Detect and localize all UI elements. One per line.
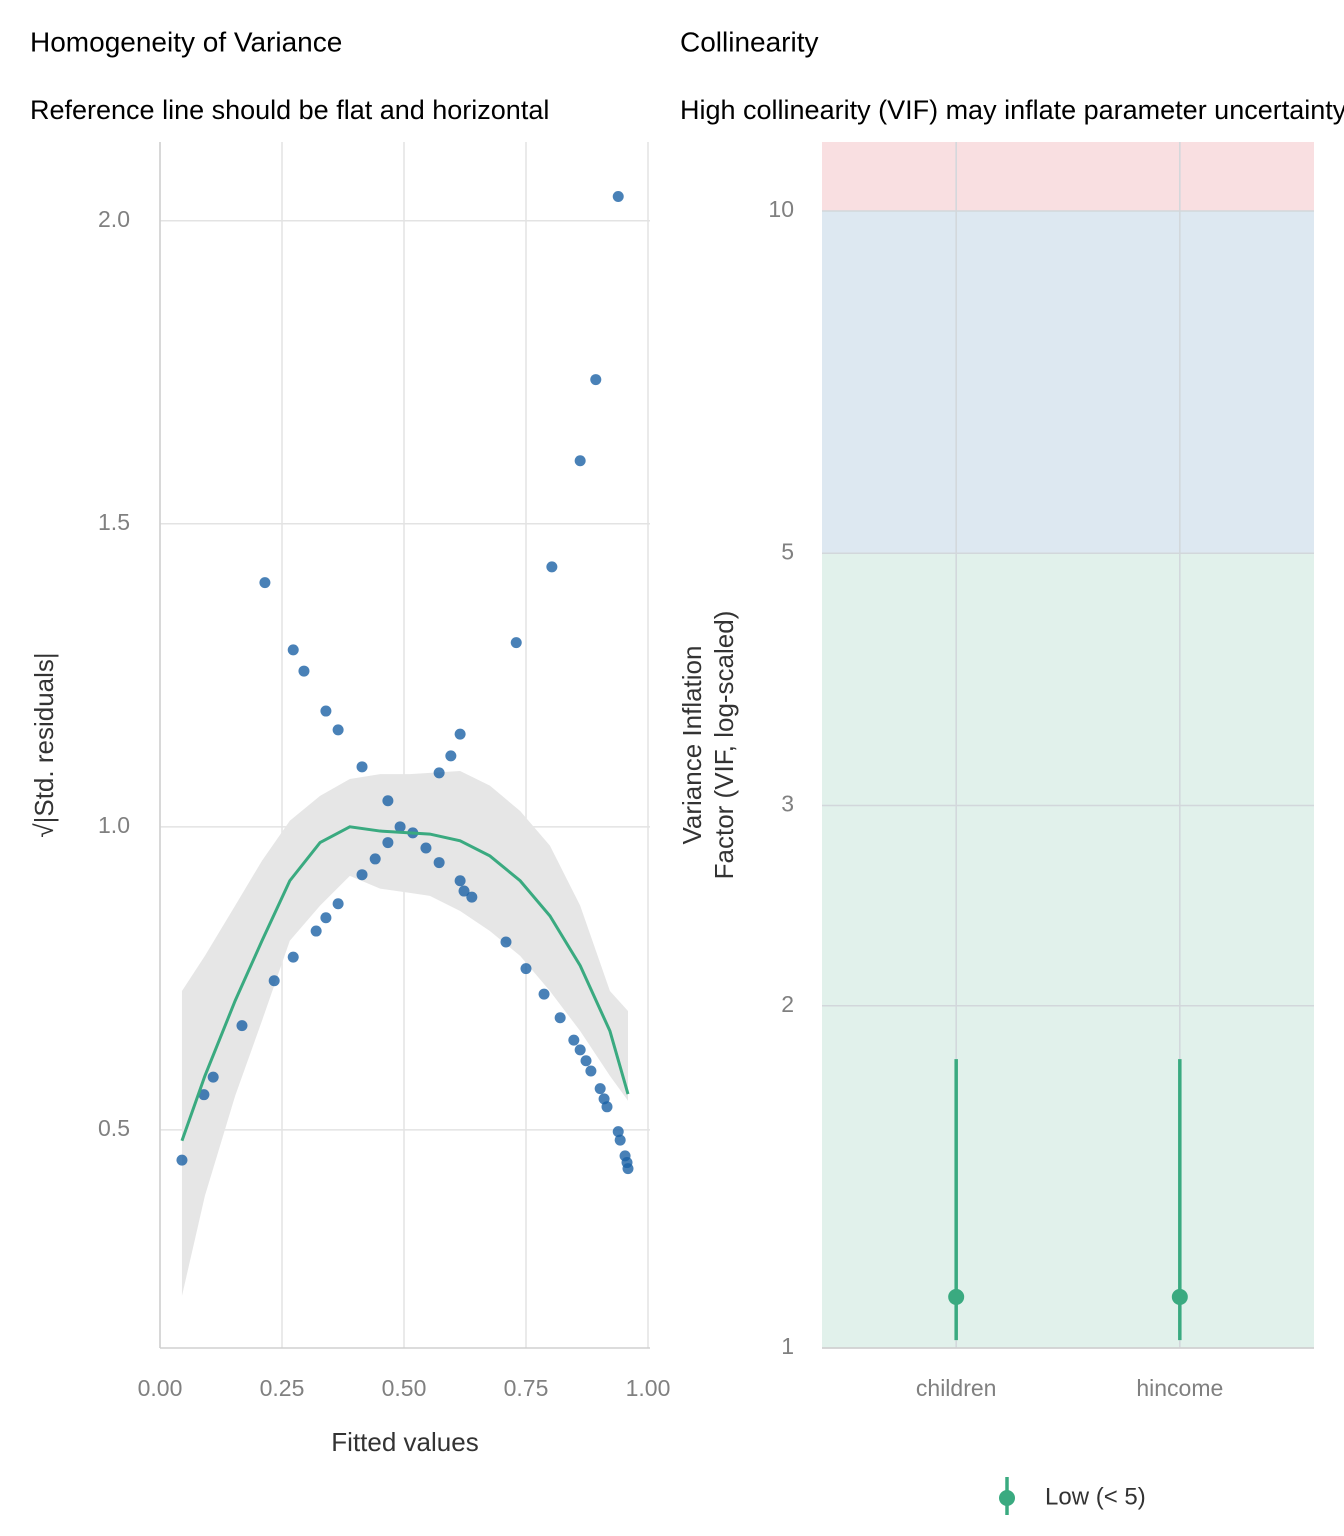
point: [574, 455, 586, 467]
zone: [822, 142, 1314, 212]
y-axis-title: √|Std. residuals|: [29, 652, 59, 837]
legend-symbol: [999, 1490, 1015, 1506]
point: [520, 963, 532, 975]
chart-subtitle: Reference line should be flat and horizo…: [30, 95, 549, 125]
chart-title: Collinearity: [680, 26, 819, 57]
y-tick-label: 10: [768, 196, 794, 222]
point: [574, 1044, 586, 1056]
point: [369, 853, 381, 865]
point: [298, 665, 310, 677]
y-tick-label: 1.0: [98, 812, 130, 838]
y-tick-label: 5: [781, 538, 794, 564]
point: [554, 1012, 566, 1024]
point: [356, 761, 368, 773]
point: [433, 857, 445, 869]
point: [320, 705, 332, 717]
point: [454, 728, 466, 740]
point: [320, 912, 332, 924]
point: [332, 898, 344, 910]
x-tick-label: children: [916, 1375, 997, 1401]
fit-line: [180, 825, 630, 1142]
point: [458, 885, 470, 897]
point: [510, 637, 522, 649]
y-tick-label: 2: [781, 991, 794, 1017]
y-tick-label: 3: [781, 791, 794, 817]
chart-title: Homogeneity of Variance: [30, 26, 342, 57]
point: [176, 1154, 188, 1166]
x-tick-label: 1.00: [626, 1375, 671, 1401]
y-axis-title: Variance Inflation: [677, 646, 707, 845]
point: [236, 1020, 248, 1032]
x-axis-title: Fitted values: [331, 1427, 478, 1457]
x-tick-label: hincome: [1136, 1375, 1223, 1401]
point: [259, 577, 271, 589]
zone: [822, 211, 1314, 554]
point: [948, 1288, 965, 1305]
point: [601, 1101, 613, 1113]
point: [622, 1163, 634, 1175]
chart-subtitle: High collinearity (VIF) may inflate para…: [680, 95, 1344, 125]
point: [585, 1065, 597, 1077]
point: [420, 842, 432, 854]
point: [594, 1083, 606, 1095]
y-tick-label: 2.0: [98, 206, 130, 232]
point: [466, 891, 478, 903]
point: [382, 837, 394, 849]
x-tick-label: 0.00: [138, 1375, 183, 1401]
x-tick-label: 0.75: [504, 1375, 549, 1401]
point: [445, 750, 457, 762]
y-tick-label: 1.5: [98, 509, 130, 535]
point: [612, 1126, 624, 1138]
point: [268, 975, 280, 987]
point: [332, 724, 344, 736]
point: [538, 988, 550, 1000]
zone: [822, 553, 1314, 1348]
point: [433, 767, 445, 779]
point: [287, 644, 299, 656]
y-axis-title: Factor (VIF, log-scaled): [709, 611, 739, 880]
legend-label: Low (< 5): [1045, 1483, 1146, 1510]
confidence-band: [181, 771, 628, 1296]
y-tick-label: 1: [781, 1333, 794, 1359]
point: [310, 925, 322, 937]
point: [580, 1055, 592, 1067]
point: [1171, 1288, 1188, 1305]
point: [500, 936, 512, 948]
point: [568, 1034, 580, 1046]
point: [546, 561, 558, 573]
x-tick-label: 0.25: [260, 1375, 305, 1401]
x-tick-label: 0.50: [382, 1375, 427, 1401]
point: [394, 821, 406, 833]
point: [287, 951, 299, 963]
point: [612, 191, 624, 203]
point: [198, 1089, 210, 1101]
point: [356, 869, 368, 881]
y-tick-label: 0.5: [98, 1115, 130, 1141]
point: [382, 795, 394, 807]
point: [590, 374, 602, 386]
point: [454, 875, 466, 887]
point: [614, 1134, 626, 1146]
point: [207, 1071, 219, 1083]
